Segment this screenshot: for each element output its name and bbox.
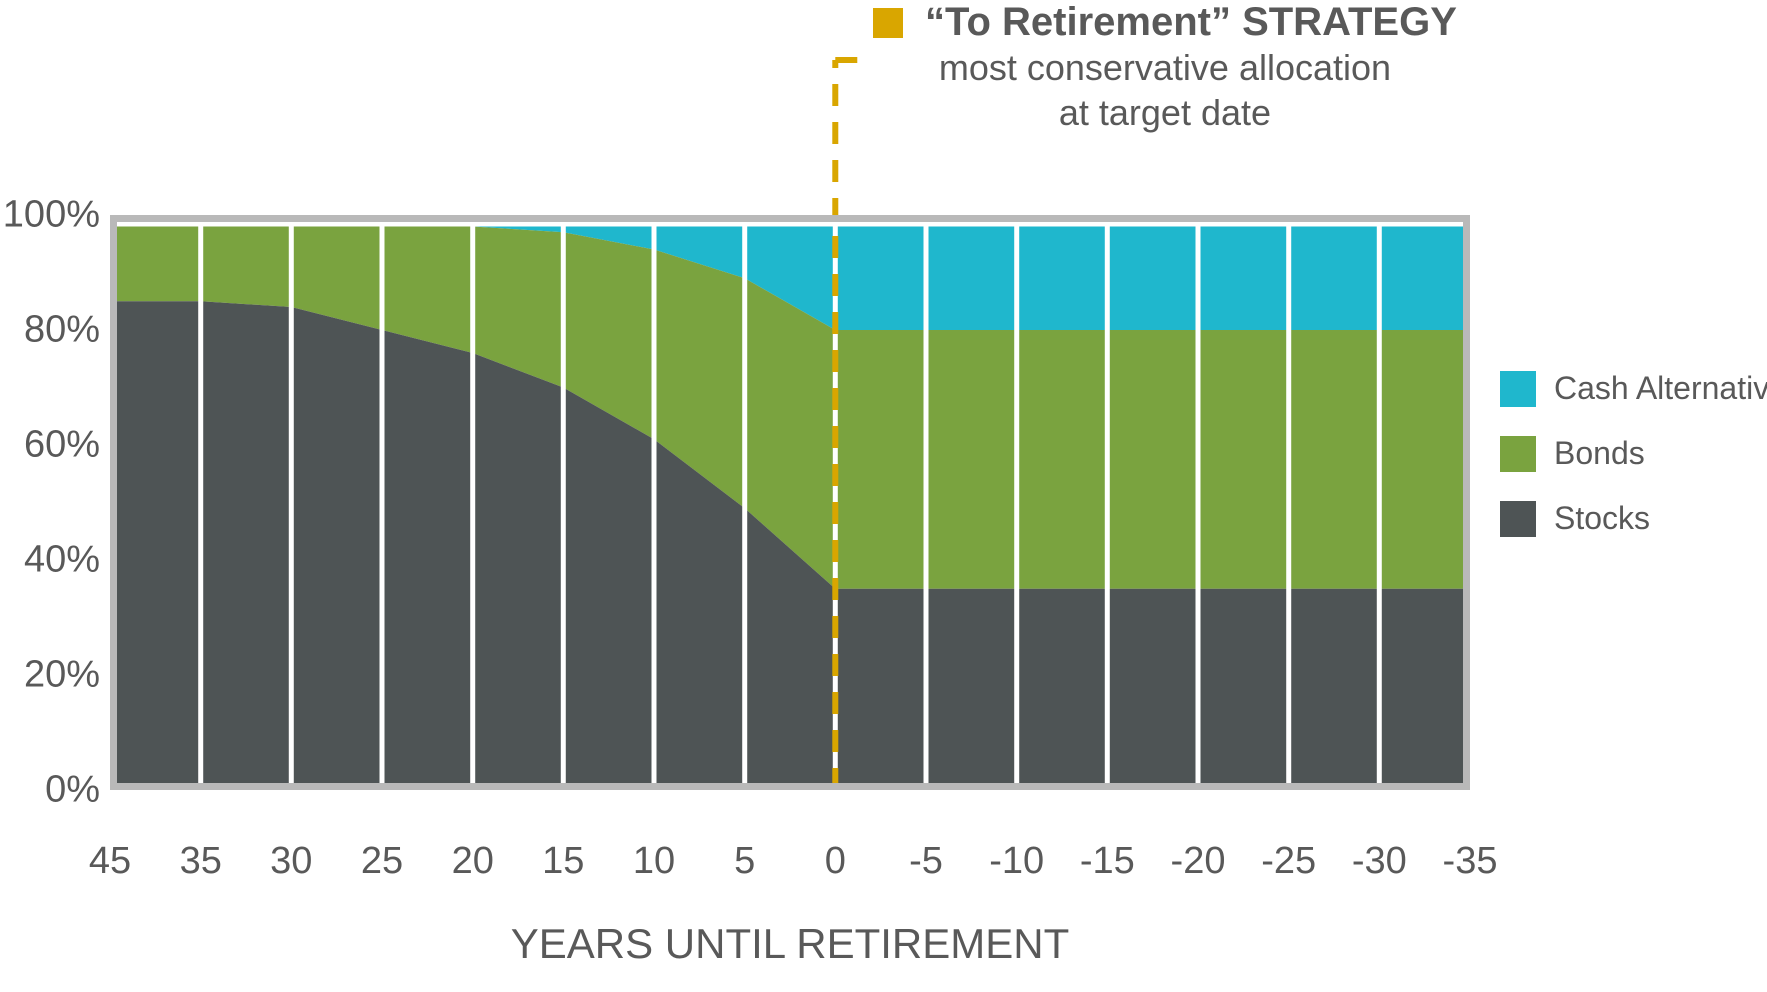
x-tick-label: 15 [542, 840, 584, 883]
x-tick-label: 25 [361, 840, 403, 883]
x-tick-label: 5 [734, 840, 755, 883]
x-tick-label: 45 [89, 840, 131, 883]
x-tick-label: 0 [825, 840, 846, 883]
x-tick-label: 35 [180, 840, 222, 883]
y-tick-label: 40% [24, 539, 100, 582]
x-tick-label: -15 [1080, 840, 1135, 883]
x-tick-label: 30 [270, 840, 312, 883]
chart-plot-border [110, 215, 1470, 790]
x-tick-label: -25 [1261, 840, 1316, 883]
x-tick-label: -35 [1443, 840, 1498, 883]
x-axis-title: YEARS UNTIL RETIREMENT [110, 920, 1470, 968]
y-tick-label: 20% [24, 654, 100, 697]
y-tick-label: 60% [24, 424, 100, 467]
y-tick-label: 100% [3, 194, 100, 237]
x-tick-label: -20 [1171, 840, 1226, 883]
y-tick-label: 0% [45, 769, 100, 812]
x-tick-label: 10 [633, 840, 675, 883]
x-tick-label: -10 [989, 840, 1044, 883]
x-tick-label: 20 [452, 840, 494, 883]
x-tick-label: -5 [909, 840, 943, 883]
y-tick-label: 80% [24, 309, 100, 352]
x-tick-label: -30 [1352, 840, 1407, 883]
